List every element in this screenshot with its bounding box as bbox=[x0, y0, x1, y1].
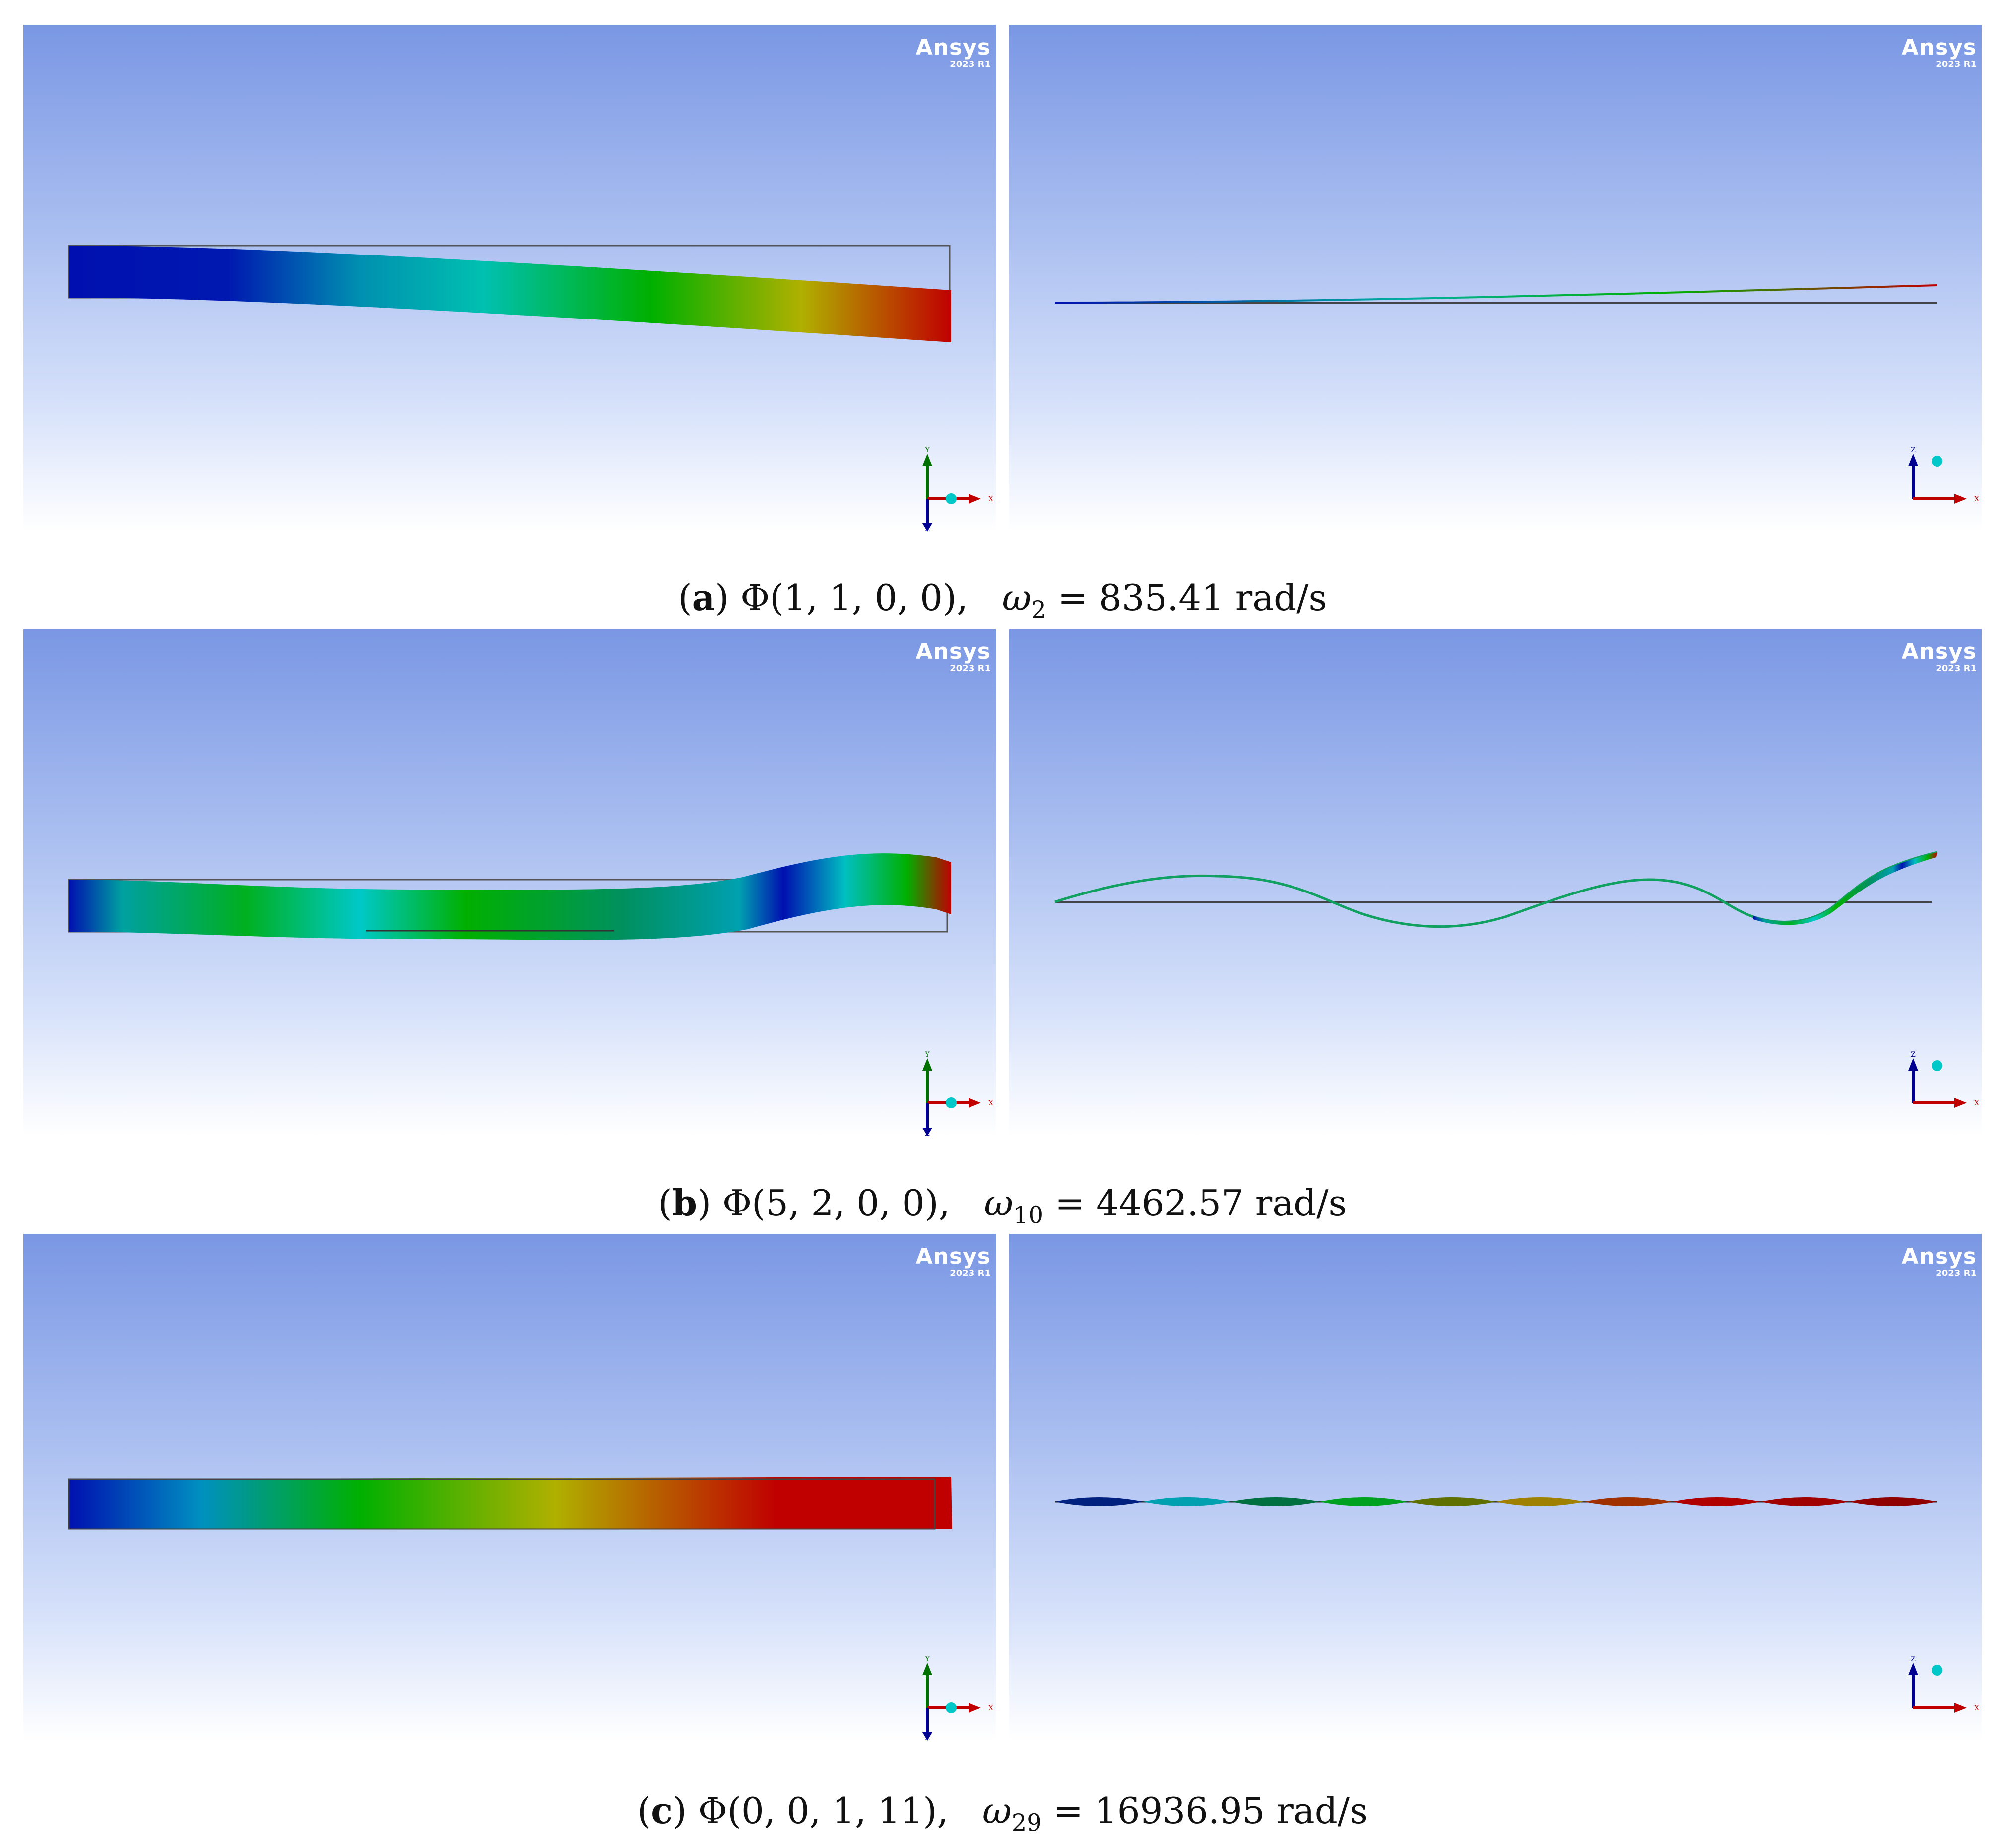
triad-right-label: X bbox=[988, 1704, 993, 1712]
caption-omega: ω bbox=[982, 1790, 1012, 1832]
ansys-logo: Ansys 2023 R1 bbox=[916, 36, 991, 69]
triad-right-label: X bbox=[988, 495, 993, 503]
triad-right bbox=[1908, 454, 1967, 504]
twist-lobe bbox=[1055, 1497, 1143, 1506]
ansys-brand: Ansys bbox=[1901, 35, 1977, 60]
caption-a: (a) Φ(1, 1, 0, 0), ω2 = 835.41 rad/s bbox=[678, 576, 1327, 624]
deformed-beam bbox=[69, 246, 951, 342]
caption-omega: ω bbox=[984, 1182, 1013, 1224]
mode-shape-b-front: Y X Z bbox=[68, 853, 993, 1136]
triad-up-label: Z bbox=[1911, 1656, 1916, 1663]
deformed-line bbox=[1054, 284, 1938, 304]
ansys-brand: Ansys bbox=[915, 35, 991, 60]
triad-up-label: Z bbox=[1911, 1051, 1916, 1059]
twist-lobe bbox=[1319, 1497, 1408, 1506]
ansys-logo: Ansys 2023 R1 bbox=[1902, 36, 1977, 69]
triad-right bbox=[1908, 1663, 1967, 1713]
caption-value: = 835.41 rad/s bbox=[1057, 577, 1327, 619]
ansys-version: 2023 R1 bbox=[1936, 1268, 1977, 1278]
caption-letter: b bbox=[672, 1182, 697, 1224]
caption-omega-sub: 10 bbox=[1013, 1201, 1044, 1229]
triad-down-label: Z bbox=[925, 1130, 930, 1136]
deformed-beam bbox=[69, 853, 951, 940]
triad-up-label: Y bbox=[924, 1656, 930, 1663]
twist-lobes bbox=[1055, 1497, 1937, 1506]
triad-right-label: X bbox=[1974, 1099, 1979, 1107]
caption-omega: ω bbox=[1002, 577, 1032, 619]
caption-omega-sub: 2 bbox=[1031, 596, 1046, 624]
ansys-logo: Ansys 2023 R1 bbox=[1902, 640, 1977, 674]
undeformed-outline bbox=[68, 1478, 936, 1530]
triad-left bbox=[922, 1663, 981, 1741]
mode-view-c-top[interactable]: Ansys 2023 R1 Z X bbox=[1009, 1234, 1982, 1741]
ansys-logo: Ansys 2023 R1 bbox=[916, 1245, 991, 1278]
caption-phi: Φ(1, 1, 0, 0), bbox=[740, 577, 968, 619]
caption-b: (b) Φ(5, 2, 0, 0), ω10 = 4462.57 rad/s bbox=[658, 1182, 1347, 1229]
ansys-brand: Ansys bbox=[915, 639, 991, 664]
triad-right-label: X bbox=[988, 1099, 993, 1107]
mode-view-b-front[interactable]: Ansys 2023 R1 Y X Z bbox=[23, 629, 996, 1136]
ansys-version: 2023 R1 bbox=[950, 1268, 991, 1278]
ansys-version: 2023 R1 bbox=[1936, 59, 1977, 69]
twist-lobe bbox=[1496, 1497, 1584, 1506]
deformed-beam bbox=[69, 1477, 952, 1529]
caption-phi: Φ(5, 2, 0, 0), bbox=[722, 1182, 950, 1224]
ansys-brand: Ansys bbox=[915, 1244, 991, 1269]
triad-right-label: X bbox=[1974, 495, 1979, 503]
caption-phi: Φ(0, 0, 1, 11), bbox=[698, 1790, 949, 1832]
mode-shape-c-top: Z X bbox=[1055, 1497, 1979, 1713]
twist-lobe bbox=[1584, 1497, 1673, 1506]
mode-view-b-top[interactable]: Ansys 2023 R1 Z X bbox=[1009, 629, 1982, 1136]
ansys-brand: Ansys bbox=[1901, 639, 1977, 664]
ansys-version: 2023 R1 bbox=[950, 59, 991, 69]
twist-lobe bbox=[1143, 1497, 1231, 1506]
triad-down-label: Z bbox=[925, 525, 930, 532]
caption-letter: c bbox=[651, 1789, 673, 1832]
ansys-brand: Ansys bbox=[1901, 1244, 1977, 1269]
mode-view-a-top[interactable]: Ansys 2023 R1 Z X bbox=[1009, 25, 1982, 532]
deformed-line bbox=[1054, 851, 1938, 928]
mode-shape-b-top: Z X bbox=[1054, 851, 1979, 1108]
ansys-logo: Ansys 2023 R1 bbox=[916, 640, 991, 674]
triad-right-label: X bbox=[1974, 1704, 1979, 1712]
caption-c: (c) Φ(0, 0, 1, 11), ω29 = 16936.95 rad/s bbox=[637, 1789, 1368, 1837]
caption-omega-sub: 29 bbox=[1011, 1809, 1042, 1837]
mode-shape-a-front: Y X Z bbox=[68, 245, 993, 532]
triad-up-label: Z bbox=[1911, 446, 1916, 454]
triad-right bbox=[1908, 1058, 1967, 1108]
triad-left bbox=[922, 454, 981, 532]
mode-view-a-front[interactable]: Ansys 2023 R1 Y X Z bbox=[23, 25, 996, 532]
caption-value: = 4462.57 rad/s bbox=[1054, 1182, 1347, 1224]
caption-value: = 16936.95 rad/s bbox=[1053, 1790, 1368, 1832]
triad-down-label: Z bbox=[925, 1734, 930, 1741]
ansys-version: 2023 R1 bbox=[950, 663, 991, 674]
triad-up-label: Y bbox=[924, 446, 930, 454]
mode-shape-c-front: Y X Z bbox=[68, 1477, 993, 1741]
ansys-version: 2023 R1 bbox=[1936, 663, 1977, 674]
twist-lobe bbox=[1672, 1497, 1761, 1506]
caption-letter: a bbox=[692, 576, 715, 619]
mode-view-c-front[interactable]: Ansys 2023 R1 Y X Z bbox=[23, 1234, 996, 1741]
mode-shape-a-top: Z X bbox=[1054, 284, 1979, 504]
twist-lobe bbox=[1849, 1497, 1937, 1506]
ansys-logo: Ansys 2023 R1 bbox=[1902, 1245, 1977, 1278]
twist-lobe bbox=[1231, 1497, 1320, 1506]
twisted-end bbox=[1753, 852, 1937, 925]
triad-left bbox=[922, 1058, 981, 1136]
twist-lobe bbox=[1760, 1497, 1849, 1506]
triad-up-label: Y bbox=[924, 1051, 930, 1059]
twist-lobe bbox=[1408, 1497, 1496, 1506]
